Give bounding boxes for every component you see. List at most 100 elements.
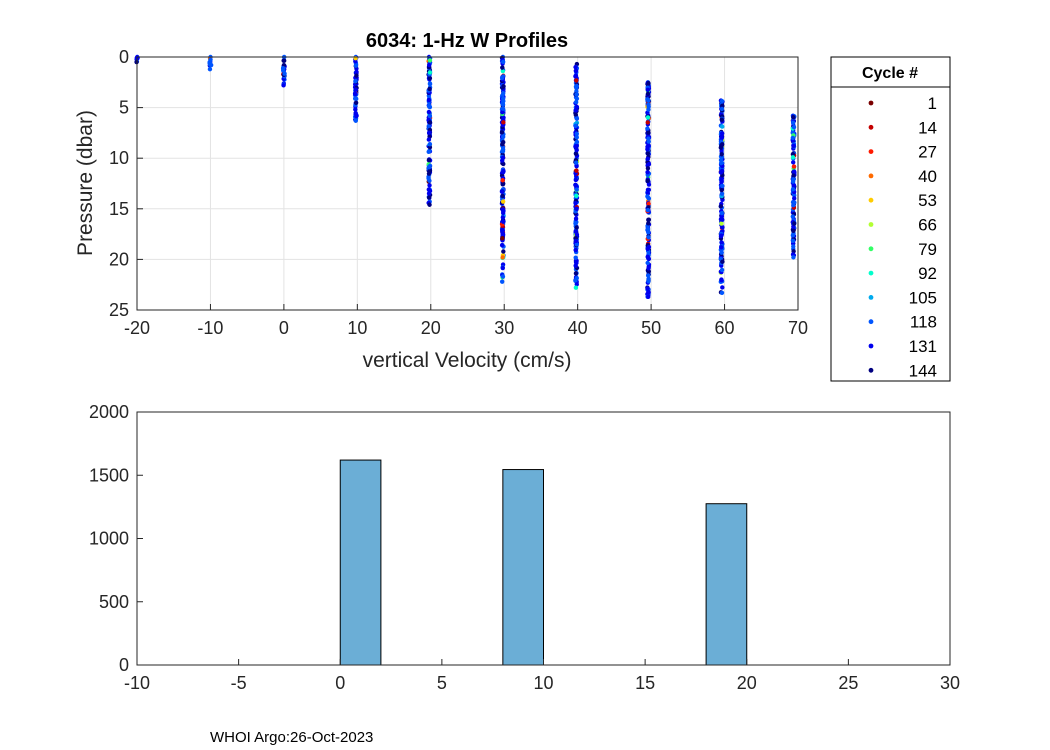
scatter-point <box>353 87 358 92</box>
histogram-x-tick-label: 5 <box>437 673 447 693</box>
scatter-point <box>790 135 796 141</box>
legend-marker <box>868 149 874 155</box>
scatter-x-tick-label: 60 <box>715 318 735 338</box>
scatter-point <box>426 109 432 115</box>
histogram-y-tick-label: 500 <box>99 592 129 612</box>
scatter-point <box>790 187 796 192</box>
scatter-point <box>427 70 433 75</box>
scatter-point <box>791 255 796 260</box>
legend-marker <box>868 367 874 373</box>
scatter-point <box>500 68 506 74</box>
scatter-point <box>645 254 650 260</box>
scatter-axes-box <box>136 56 799 311</box>
scatter-point <box>574 116 579 121</box>
scatter-point <box>280 66 286 71</box>
histogram-x-tick-label: 20 <box>737 673 757 693</box>
scatter-point <box>574 282 579 287</box>
scatter-point <box>426 149 431 154</box>
histogram-x-tick-label: 25 <box>838 673 858 693</box>
scatter-point <box>573 263 578 268</box>
scatter-x-tick-label: 70 <box>788 318 808 338</box>
scatter-point <box>645 166 651 171</box>
scatter-point <box>574 96 580 101</box>
scatter-point <box>500 265 505 271</box>
scatter-point <box>719 277 724 283</box>
scatter-points <box>134 54 797 300</box>
scatter-point <box>645 146 650 152</box>
scatter-point <box>573 108 578 113</box>
scatter-point <box>791 228 796 234</box>
scatter-point <box>354 113 359 119</box>
legend-label: 131 <box>909 337 937 356</box>
scatter-point <box>427 142 433 147</box>
scatter-point <box>281 83 286 88</box>
scatter-point <box>574 139 580 145</box>
scatter-point <box>426 62 432 68</box>
scatter-point <box>573 271 579 276</box>
scatter-point <box>574 92 579 97</box>
scatter-point <box>719 187 724 193</box>
scatter-point <box>646 294 651 300</box>
scatter-point <box>353 59 358 64</box>
histogram-x-tick-label: -10 <box>124 673 150 693</box>
legend-label: 105 <box>909 288 937 307</box>
scatter-point <box>719 221 724 226</box>
scatter-point <box>573 84 579 89</box>
legend-label: 66 <box>918 216 937 235</box>
scatter-point <box>500 207 506 212</box>
scatter-x-tick-label: 40 <box>568 318 588 338</box>
scatter-point <box>499 75 505 81</box>
scatter-point <box>500 231 506 236</box>
scatter-point <box>208 62 213 68</box>
scatter-point <box>573 99 579 105</box>
histogram-y-tick-label: 2000 <box>89 402 129 422</box>
scatter-point <box>791 160 796 165</box>
scatter-point <box>500 102 506 107</box>
scatter-point <box>574 168 579 173</box>
scatter-point <box>574 242 580 247</box>
scatter-y-tick-label: 25 <box>109 300 129 320</box>
scatter-point <box>791 202 796 208</box>
scatter-point <box>573 64 578 70</box>
scatter-point <box>719 290 725 295</box>
histogram-x-tick-label: 10 <box>533 673 553 693</box>
scatter-point <box>718 204 724 209</box>
scatter-point <box>646 139 651 144</box>
scatter-point <box>427 202 432 207</box>
legend-label: 14 <box>918 118 937 137</box>
scatter-point <box>500 274 506 279</box>
legend-marker <box>868 319 874 325</box>
scatter-point <box>208 57 213 62</box>
scatter-point <box>646 201 651 206</box>
legend-marker <box>868 222 874 227</box>
scatter-ticks: -20 -10 0 10 20 30 40 50 60 70 0 5 10 15 20 25 <box>109 47 808 338</box>
scatter-point <box>790 214 796 219</box>
scatter-point <box>426 130 432 135</box>
scatter-point <box>427 120 433 125</box>
scatter-point <box>353 107 358 112</box>
histogram-bar <box>339 459 382 666</box>
scatter-point <box>427 168 433 173</box>
scatter-point <box>352 91 358 96</box>
scatter-point <box>499 242 505 248</box>
scatter-point <box>353 118 358 123</box>
scatter-point <box>719 217 725 222</box>
scatter-point <box>646 266 651 271</box>
scatter-point <box>427 145 433 150</box>
scatter-point <box>427 86 432 92</box>
scatter-point <box>646 290 651 295</box>
scatter-point <box>353 63 359 68</box>
scatter-point <box>719 210 725 216</box>
scatter-point <box>645 207 651 213</box>
legend-marker <box>868 270 874 276</box>
scatter-point <box>573 123 578 129</box>
scatter-point <box>500 227 505 233</box>
scatter-point <box>790 152 796 157</box>
scatter-point <box>573 255 578 260</box>
scatter-point <box>573 160 579 165</box>
scatter-point <box>645 260 650 266</box>
legend-marker <box>868 173 874 179</box>
legend-entries: 1 14 27 40 53 66 79 92 105 118 131 144 <box>868 94 937 380</box>
histogram-y-tick-label: 0 <box>119 655 129 675</box>
